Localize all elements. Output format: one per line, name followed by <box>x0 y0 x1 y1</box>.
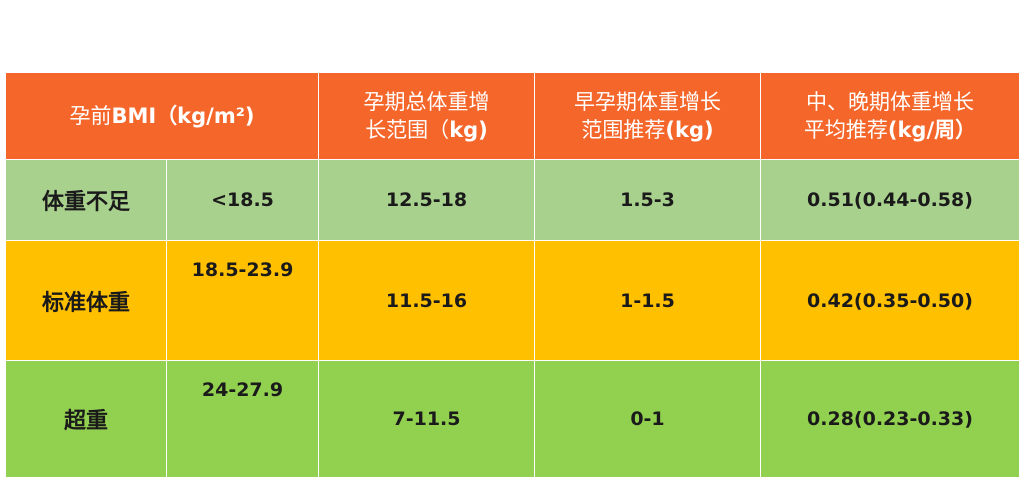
header-late-gain-line2: 平均推荐 <box>803 118 888 142</box>
header-bmi: 孕前BMI（kg/m²) <box>5 72 319 160</box>
weight-gain-table-container: 孕前BMI（kg/m²) 孕期总体重增 长范围（kg) 早孕期体重增长 范围推荐… <box>5 72 1020 478</box>
header-total-gain-line2: 长范围（ <box>365 118 450 142</box>
header-early-gain-unit: (kg) <box>665 118 714 142</box>
category-cell: 标准体重 <box>5 240 167 361</box>
early-gain-cell: 0-1 <box>534 360 761 478</box>
late-gain-cell: 0.51(0.44-0.58) <box>760 159 1020 241</box>
late-gain-cell: 0.28(0.23-0.33) <box>760 360 1020 478</box>
header-early-gain: 早孕期体重增长 范围推荐(kg) <box>534 72 761 160</box>
total-gain-cell: 11.5-16 <box>318 240 535 361</box>
early-gain-cell: 1-1.5 <box>534 240 761 361</box>
late-gain-cell: 0.42(0.35-0.50) <box>760 240 1020 361</box>
header-bmi-prefix: 孕前 <box>69 104 112 128</box>
table-row-overweight: 超重 24-27.9 7-11.5 0-1 0.28(0.23-0.33) <box>5 360 1020 478</box>
bmi-cell: <18.5 <box>166 159 319 241</box>
header-early-gain-line2: 范围推荐 <box>581 118 666 142</box>
header-early-gain-line1: 早孕期体重增长 <box>574 90 721 114</box>
total-gain-cell: 12.5-18 <box>318 159 535 241</box>
category-cell: 超重 <box>5 360 167 478</box>
bmi-cell: 18.5-23.9 <box>166 240 319 361</box>
header-total-gain-unit: kg) <box>449 118 488 142</box>
header-total-gain: 孕期总体重增 长范围（kg) <box>318 72 535 160</box>
header-late-gain-unit: (kg/周） <box>887 118 977 142</box>
weight-gain-table: 孕前BMI（kg/m²) 孕期总体重增 长范围（kg) 早孕期体重增长 范围推荐… <box>5 72 1020 478</box>
table-row-underweight: 体重不足 <18.5 12.5-18 1.5-3 0.51(0.44-0.58) <box>5 159 1020 241</box>
header-late-gain: 中、晚期体重增长 平均推荐(kg/周） <box>760 72 1020 160</box>
bmi-cell: 24-27.9 <box>166 360 319 478</box>
header-total-gain-line1: 孕期总体重增 <box>363 90 490 114</box>
total-gain-cell: 7-11.5 <box>318 360 535 478</box>
header-late-gain-line1: 中、晚期体重增长 <box>806 90 974 114</box>
category-cell: 体重不足 <box>5 159 167 241</box>
early-gain-cell: 1.5-3 <box>534 159 761 241</box>
header-row: 孕前BMI（kg/m²) 孕期总体重增 长范围（kg) 早孕期体重增长 范围推荐… <box>5 72 1020 160</box>
header-bmi-main: BMI（kg/m²) <box>111 104 255 128</box>
table-row-normal: 标准体重 18.5-23.9 11.5-16 1-1.5 0.42(0.35-0… <box>5 240 1020 361</box>
